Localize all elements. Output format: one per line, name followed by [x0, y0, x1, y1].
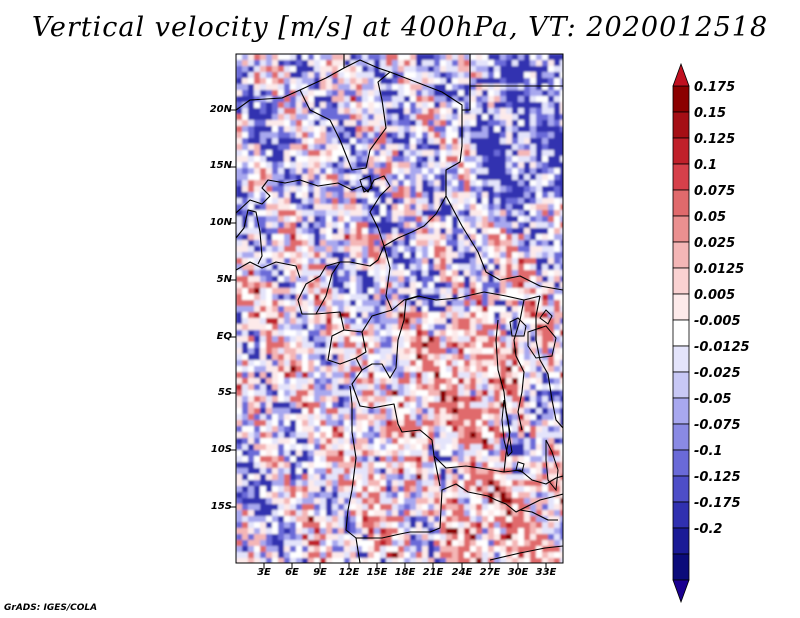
colorbar-label: 0.175: [694, 80, 736, 95]
colorbar-label: -0.175: [694, 496, 741, 511]
lat-label: 20N: [209, 104, 232, 115]
colorbar-swatch: [672, 449, 690, 477]
colorbar-label: 0.005: [694, 288, 736, 303]
colorbar-min-arrow: [672, 579, 690, 604]
colorbar: [672, 62, 690, 604]
colorbar-label: 0.025: [694, 236, 736, 251]
colorbar-swatch: [672, 293, 690, 321]
lon-label: 9E: [313, 567, 327, 578]
colorbar-swatch: [672, 267, 690, 295]
lon-label: 6E: [285, 567, 299, 578]
colorbar-label: 0.1: [694, 158, 718, 173]
map-title: Vertical velocity [m/s] at 400hPa, VT: 2…: [31, 12, 769, 43]
colorbar-swatch: [672, 397, 690, 425]
lon-label: 15E: [366, 567, 388, 578]
lat-label: 5S: [217, 387, 232, 398]
colorbar-swatch: [672, 423, 690, 451]
colorbar-swatch: [672, 241, 690, 269]
colorbar-label: 0.05: [694, 210, 727, 225]
colorbar-swatch: [672, 319, 690, 347]
colorbar-label: -0.0125: [694, 340, 750, 355]
lat-label: 15S: [210, 501, 232, 512]
lakes: [359, 175, 559, 492]
colorbar-swatch: [672, 189, 690, 217]
colorbar-label: -0.05: [694, 392, 732, 407]
colorbar-label: -0.075: [694, 418, 741, 433]
colorbar-label: 0.15: [694, 106, 727, 121]
colorbar-swatch: [672, 553, 690, 581]
lat-label: EQ: [216, 331, 232, 342]
grads-credit: GrADS: IGES/COLA: [4, 603, 98, 613]
colorbar-label: 0.075: [694, 184, 736, 199]
lon-label: 24E: [451, 567, 473, 578]
colorbar-swatch: [672, 163, 690, 191]
colorbar-swatch: [672, 501, 690, 529]
lon-label: 27E: [479, 567, 501, 578]
colorbar-label: 0.125: [694, 132, 736, 147]
colorbar-swatch: [672, 345, 690, 373]
lon-label: 3E: [257, 567, 271, 578]
colorbar-label: -0.005: [694, 314, 741, 329]
lon-label: 30E: [507, 567, 529, 578]
lat-label: 10N: [209, 217, 232, 228]
lon-label: 33E: [535, 567, 557, 578]
colorbar-swatch: [672, 111, 690, 139]
colorbar-label: -0.125: [694, 470, 741, 485]
colorbar-swatch: [672, 527, 690, 555]
colorbar-swatch: [672, 215, 690, 243]
lon-label: 18E: [394, 567, 416, 578]
colorbar-label: -0.1: [694, 444, 723, 459]
lat-label: 5N: [216, 274, 232, 285]
colorbar-swatch: [672, 137, 690, 165]
country-borders: [236, 54, 563, 563]
lat-label: 10S: [210, 444, 232, 455]
colorbar-label: 0.0125: [694, 262, 745, 277]
colorbar-swatch: [672, 475, 690, 503]
colorbar-swatch: [672, 371, 690, 399]
colorbar-label: -0.025: [694, 366, 741, 381]
colorbar-max-arrow: [672, 62, 690, 87]
lon-label: 21E: [422, 567, 444, 578]
lon-label: 12E: [338, 567, 360, 578]
plot-frame: [235, 53, 564, 564]
colorbar-swatch: [672, 85, 690, 113]
velocity-field: [236, 54, 563, 563]
lat-label: 15N: [209, 160, 232, 171]
axis-ticks: [230, 109, 547, 569]
colorbar-label: -0.2: [694, 522, 723, 537]
